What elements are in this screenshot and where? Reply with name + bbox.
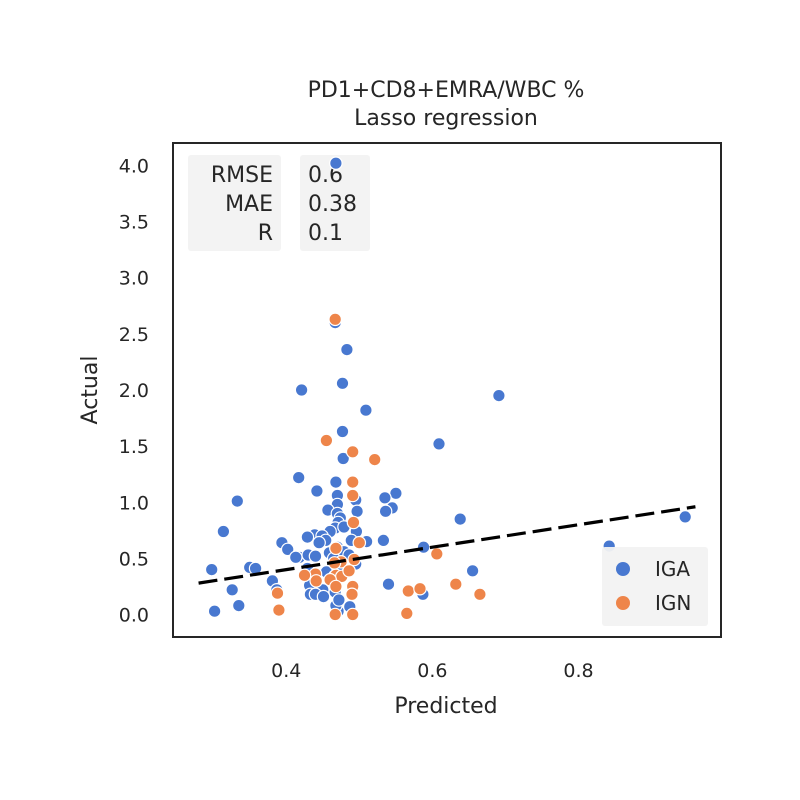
- y-tick-label: 0.5: [119, 548, 149, 570]
- data-point-ign: [399, 606, 414, 621]
- data-point-ign: [342, 563, 356, 578]
- stats-labels-background: [188, 155, 281, 251]
- stat-value: 0.38: [308, 192, 357, 217]
- data-point-iga: [316, 589, 331, 604]
- y-tick-label: 2.0: [119, 380, 149, 402]
- axis-ticks: 0.4 0.6 0.8 0.0 0.5 1.0 1.5 2.0 2.5 3.0 3.5 4.0: [119, 155, 594, 682]
- data-point-ign: [309, 574, 323, 588]
- data-point-iga: [336, 451, 350, 466]
- y-tick-label: 1.0: [119, 492, 149, 514]
- scatter-points: [204, 156, 692, 622]
- data-point-iga: [291, 470, 306, 485]
- data-point-iga: [225, 582, 239, 597]
- data-point-ign: [473, 587, 487, 602]
- chart-subtitle: Lasso regression: [354, 106, 538, 131]
- legend: IGA IGN: [602, 547, 708, 626]
- data-point-iga: [432, 437, 446, 451]
- data-point-ign: [272, 603, 286, 617]
- data-point-iga: [232, 598, 246, 613]
- data-point-iga: [288, 550, 303, 565]
- data-point-iga: [312, 535, 326, 550]
- data-point-iga: [378, 504, 393, 519]
- data-point-ign: [413, 581, 427, 596]
- x-axis-label: Predicted: [394, 694, 497, 719]
- data-point-ign: [345, 444, 360, 459]
- data-point-iga: [204, 562, 219, 577]
- stats-values-background: [300, 155, 370, 251]
- data-point-iga: [465, 563, 480, 578]
- data-point-iga: [453, 512, 467, 526]
- regression-line: [198, 505, 696, 585]
- stat-label: RMSE: [211, 163, 273, 188]
- data-point-iga: [381, 577, 396, 591]
- data-point-iga: [230, 494, 245, 508]
- data-point-iga: [376, 533, 391, 548]
- data-point-ign: [329, 541, 343, 556]
- data-point-iga: [340, 342, 354, 357]
- data-point-iga: [335, 376, 350, 391]
- data-point-iga: [207, 604, 222, 618]
- legend-marker-ign: [616, 596, 630, 610]
- data-point-iga: [294, 383, 309, 397]
- stat-label: MAE: [225, 192, 273, 217]
- data-point-iga: [678, 510, 692, 524]
- x-tick-label: 0.6: [417, 660, 447, 682]
- legend-label: IGA: [655, 557, 690, 581]
- y-tick-label: 3.0: [119, 268, 149, 290]
- data-point-ign: [429, 547, 444, 561]
- data-point-ign: [328, 312, 342, 327]
- data-point-ign: [297, 568, 312, 583]
- data-point-iga: [492, 388, 506, 403]
- data-point-ign: [345, 488, 360, 503]
- data-point-ign: [367, 452, 382, 467]
- data-point-iga: [280, 542, 295, 557]
- data-point-iga: [378, 490, 392, 505]
- data-point-iga: [335, 424, 350, 439]
- data-point-iga: [310, 484, 324, 498]
- data-point-ign: [346, 515, 361, 530]
- data-point-ign: [270, 586, 285, 600]
- data-point-ign: [401, 584, 416, 598]
- y-tick-label: 0.0: [119, 605, 149, 627]
- data-point-iga: [416, 540, 431, 554]
- data-point-ign: [345, 475, 360, 489]
- data-point-iga: [300, 530, 315, 544]
- y-tick-label: 2.5: [119, 324, 149, 346]
- data-point-ign: [448, 577, 463, 591]
- data-point-ign: [345, 587, 359, 602]
- x-tick-label: 0.4: [271, 660, 301, 682]
- data-point-iga: [329, 156, 343, 170]
- data-point-iga: [350, 504, 364, 519]
- data-point-iga: [329, 475, 343, 489]
- data-point-ign: [352, 535, 367, 550]
- legend-label: IGN: [655, 591, 691, 615]
- chart-title: PD1+CD8+EMRA/WBC %: [308, 78, 585, 103]
- y-axis-label: Actual: [78, 356, 103, 425]
- y-tick-label: 3.5: [119, 212, 149, 234]
- data-point-iga: [216, 524, 231, 539]
- data-point-iga: [308, 549, 323, 563]
- stat-value: 0.1: [308, 221, 343, 246]
- data-point-ign: [329, 579, 343, 594]
- stat-label: R: [258, 221, 273, 246]
- y-tick-label: 4.0: [119, 155, 149, 177]
- data-point-iga: [332, 593, 346, 607]
- y-tick-label: 1.5: [119, 436, 149, 458]
- data-point-ign: [319, 433, 334, 448]
- data-point-iga: [359, 403, 373, 417]
- data-point-ign: [328, 607, 342, 622]
- legend-marker-iga: [616, 562, 630, 576]
- plot-frame: [172, 142, 722, 638]
- data-point-ign: [345, 607, 360, 622]
- x-tick-label: 0.8: [563, 660, 593, 682]
